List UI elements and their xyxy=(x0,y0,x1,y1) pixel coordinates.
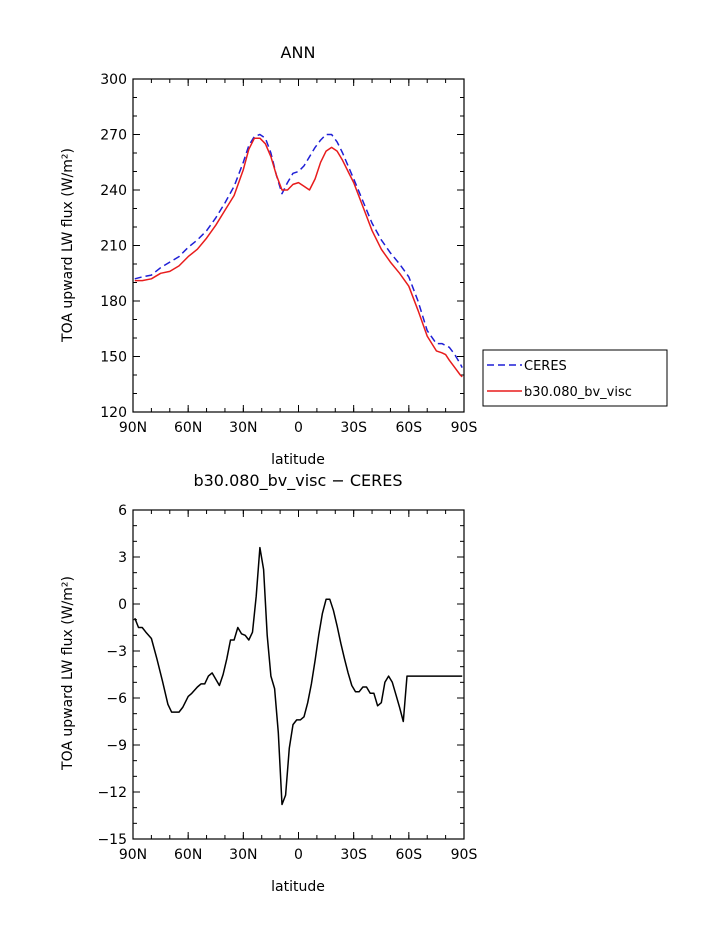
upper-x-axis-title: latitude xyxy=(271,452,325,468)
lower-x-tick-label: 90N xyxy=(119,847,147,863)
lower-y-tick-label: −3 xyxy=(106,644,127,660)
lower-x-tick-label: 0 xyxy=(294,847,303,863)
upper-x-tick-label: 30S xyxy=(340,420,367,436)
upper-x-tick-label: 60N xyxy=(174,420,202,436)
upper-x-tick-label: 90S xyxy=(451,420,478,436)
lower-y-tick-label: 0 xyxy=(118,597,127,613)
upper-y-tick-label: 270 xyxy=(100,128,127,144)
lower-y-tick-label: −15 xyxy=(97,832,127,848)
upper-y-tick-label: 150 xyxy=(100,350,127,366)
lower-y-tick-label: 6 xyxy=(118,503,127,519)
upper-y-tick-label: 120 xyxy=(100,405,127,421)
lower-panel: b30.080_bv_visc − CERES latitude TOA upw… xyxy=(60,471,477,895)
lower-x-tick-label: 60N xyxy=(174,847,202,863)
lower-x-tick-label: 90S xyxy=(451,847,478,863)
lower-y-axis-title: TOA upward LW flux (W/m²) xyxy=(60,576,76,771)
lower-y-tick-label: −6 xyxy=(106,691,127,707)
lower-plot-marks: 90N 60N 30N 0 30S 60S 90S −15 −12 −9 −6 −3 0 3 6 xyxy=(97,503,477,863)
upper-x-tick-label: 0 xyxy=(294,420,303,436)
upper-plot-frame xyxy=(132,78,465,413)
upper-y-tick-label: 240 xyxy=(100,183,127,199)
upper-x-tick-label: 30N xyxy=(229,420,257,436)
upper-y-tick-label: 300 xyxy=(100,72,127,88)
upper-y-tick-label: 180 xyxy=(100,294,127,310)
upper-plot-title: ANN xyxy=(281,43,316,62)
upper-x-tick-label: 60S xyxy=(395,420,422,436)
legend-box xyxy=(482,349,668,407)
lower-plot-title: b30.080_bv_visc − CERES xyxy=(193,471,402,491)
legend-label-ceres: CERES xyxy=(524,359,567,374)
lower-plot-frame xyxy=(132,509,465,840)
lower-x-tick-label: 60S xyxy=(395,847,422,863)
upper-y-axis-title: TOA upward LW flux (W/m²) xyxy=(60,148,76,343)
upper-series-line-0 xyxy=(134,133,463,368)
lower-y-tick-label: −12 xyxy=(97,785,127,801)
upper-y-tick-label: 210 xyxy=(100,239,127,255)
lower-x-tick-label: 30S xyxy=(340,847,367,863)
upper-x-tick-label: 90N xyxy=(119,420,147,436)
lower-x-axis-title: latitude xyxy=(271,879,325,895)
lower-x-tick-label: 30N xyxy=(229,847,257,863)
lower-y-tick-label: −9 xyxy=(106,738,127,754)
legend: CERES b30.080_bv_visc xyxy=(482,349,668,407)
upper-series-line-1 xyxy=(134,137,463,378)
legend-label-model: b30.080_bv_visc xyxy=(524,385,632,400)
lower-series-line-0 xyxy=(134,546,463,806)
lower-y-tick-label: 3 xyxy=(118,550,127,566)
upper-panel: ANN latitude TOA upward LW flux (W/m²) 9… xyxy=(60,43,477,468)
upper-plot-marks: 90N 60N 30N 0 30S 60S 90S 120 150 180 210 240 270 300 xyxy=(100,72,477,436)
